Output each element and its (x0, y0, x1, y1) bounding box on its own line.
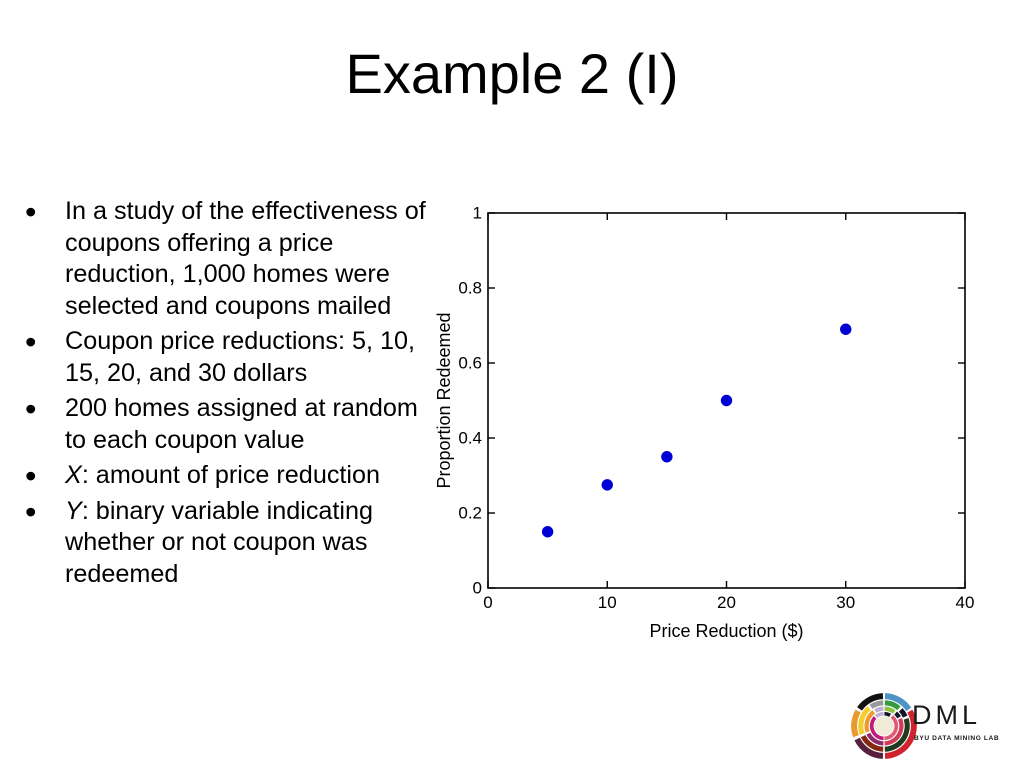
svg-text:20: 20 (717, 593, 736, 612)
svg-text:0.6: 0.6 (458, 354, 482, 373)
svg-text:0: 0 (473, 579, 482, 598)
svg-text:40: 40 (956, 593, 975, 612)
svg-text:10: 10 (598, 593, 617, 612)
svg-text:Price Reduction ($): Price Reduction ($) (649, 621, 803, 641)
svg-text:Proportion Redeemed: Proportion Redeemed (434, 312, 454, 488)
svg-text:1: 1 (473, 204, 482, 223)
svg-text:0.8: 0.8 (458, 279, 482, 298)
svg-text:0.2: 0.2 (458, 504, 482, 523)
svg-text:0.4: 0.4 (458, 429, 482, 448)
svg-text:30: 30 (836, 593, 855, 612)
svg-text:0: 0 (483, 593, 492, 612)
